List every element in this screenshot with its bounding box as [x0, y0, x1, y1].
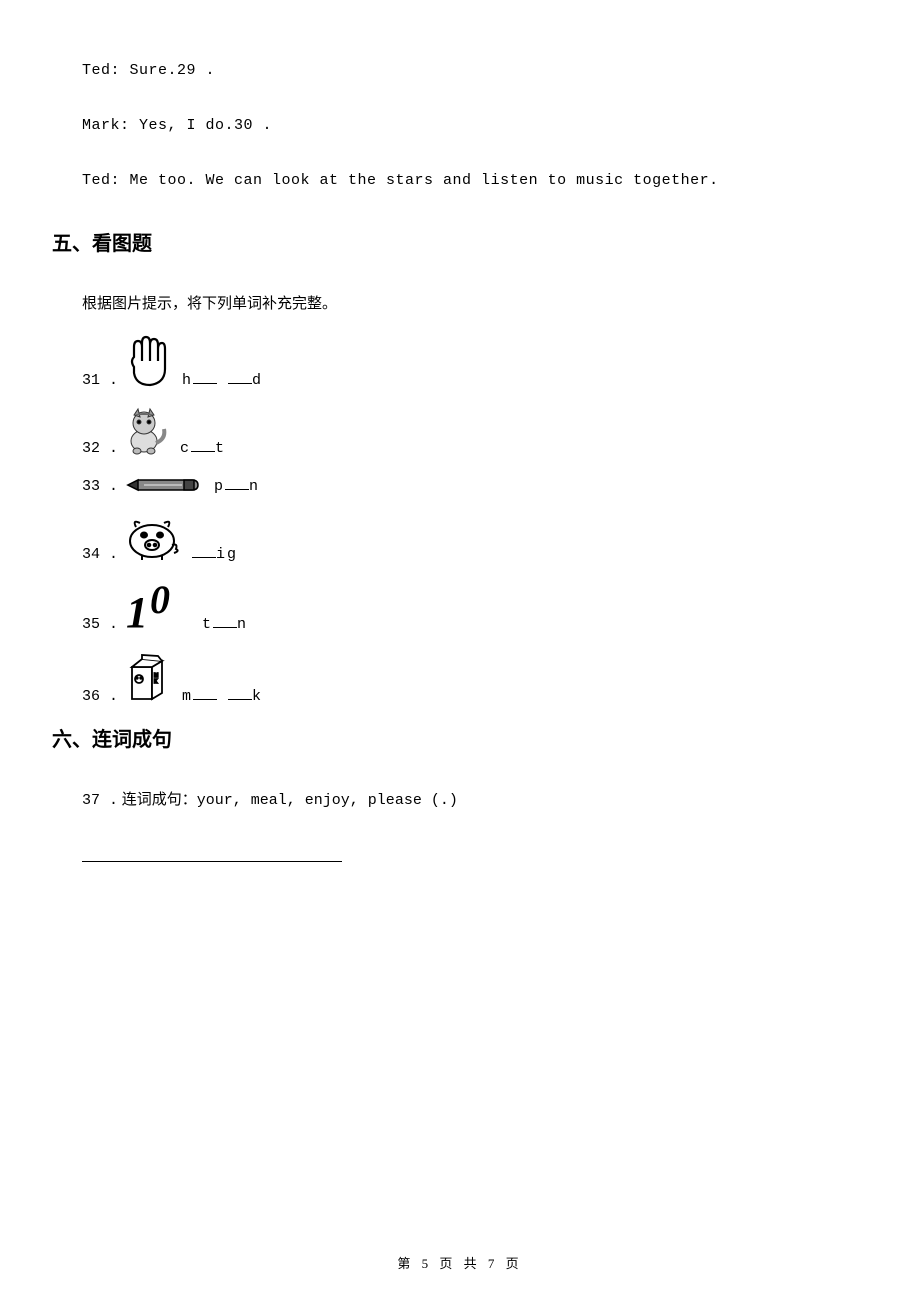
- blank: [228, 688, 252, 700]
- sentence-item: 37 . 连词成句：your, meal, enjoy, please (.): [82, 788, 838, 809]
- blank: [191, 440, 215, 452]
- pig-icon: [124, 513, 180, 563]
- word-prefix: p: [214, 478, 225, 495]
- picture-item: 31 . h d: [82, 335, 838, 389]
- dialogue-line: Ted: Sure.29 .: [82, 62, 838, 79]
- blank: [225, 478, 249, 490]
- section-5-instruction: 根据图片提示，将下列单词补充完整。: [82, 292, 838, 313]
- word-prefix: c: [180, 440, 191, 457]
- picture-item: 36 . M K m k: [82, 651, 838, 705]
- item-number: 31 .: [82, 372, 118, 389]
- ten-icon: 1 0: [124, 581, 190, 633]
- answer-blank-line: [82, 847, 838, 867]
- blank: [228, 372, 252, 384]
- svg-text:1: 1: [126, 588, 148, 633]
- picture-item: 35 . 1 0 tn: [82, 581, 838, 633]
- word-fill: ct: [180, 440, 226, 457]
- word-suffix: n: [237, 616, 248, 633]
- word-suffix: d: [252, 372, 263, 389]
- pen-icon: [124, 475, 202, 495]
- blank: [193, 688, 217, 700]
- word-fill: pn: [214, 478, 260, 495]
- item-number: 34 .: [82, 546, 118, 563]
- cat-icon: [124, 407, 168, 457]
- item-label: 连词成句：: [122, 792, 197, 808]
- word-suffix: n: [249, 478, 260, 495]
- word-prefix: m: [182, 688, 193, 705]
- word-fill: tn: [202, 616, 248, 633]
- word-suffix: k: [252, 688, 263, 705]
- word-suffix: t: [215, 440, 226, 457]
- hand-icon: [124, 335, 170, 389]
- item-words: your, meal, enjoy, please (.): [197, 792, 458, 809]
- dialogue-line: Ted: Me too. We can look at the stars an…: [82, 172, 838, 189]
- blank: [192, 546, 216, 558]
- svg-text:0: 0: [150, 581, 170, 622]
- word-prefix: h: [182, 372, 193, 389]
- picture-item: 32 . ct: [82, 407, 838, 457]
- section-5-heading: 五、看图题: [52, 227, 838, 256]
- item-number: 36 .: [82, 688, 118, 705]
- section-6-heading: 六、连词成句: [52, 723, 838, 752]
- word-fill: h d: [182, 372, 263, 389]
- picture-item: 33 . pn: [82, 475, 838, 495]
- item-number: 37 .: [82, 792, 118, 809]
- milk-icon: M K: [124, 651, 170, 705]
- item-number: 35 .: [82, 616, 118, 633]
- word-prefix: t: [202, 616, 213, 633]
- blank: [193, 372, 217, 384]
- item-number: 32 .: [82, 440, 118, 457]
- word-fill: ig: [192, 546, 238, 563]
- page-footer: 第 5 页 共 7 页: [0, 1253, 920, 1272]
- blank: [213, 616, 237, 628]
- dialogue-line: Mark: Yes, I do.30 .: [82, 117, 838, 134]
- picture-item: 34 . ig: [82, 513, 838, 563]
- word-fill: m k: [182, 688, 263, 705]
- item-number: 33 .: [82, 478, 118, 495]
- word-suffix: ig: [216, 546, 238, 563]
